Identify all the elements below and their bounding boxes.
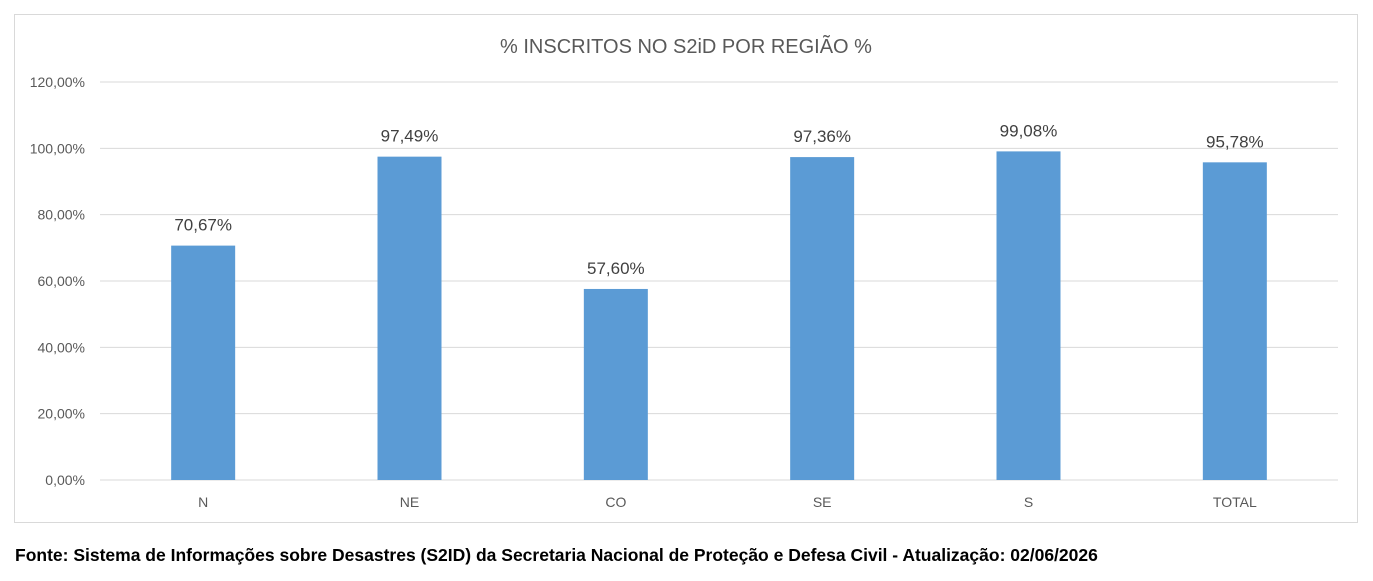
bar-total: [1202, 162, 1267, 481]
bar-co: [583, 288, 648, 480]
x-tick-label: S: [1024, 494, 1033, 510]
y-tick-label: 20,00%: [38, 406, 85, 422]
y-tick-label: 60,00%: [38, 273, 85, 289]
y-tick-label: 80,00%: [38, 207, 85, 223]
data-label-total: 95,78%: [1206, 132, 1264, 151]
source-note: Fonte: Sistema de Informações sobre Desa…: [15, 545, 1098, 565]
bars: [171, 151, 1267, 481]
gridlines: [100, 81, 1338, 481]
y-tick-label: 0,00%: [45, 472, 85, 488]
y-tick-label: 120,00%: [30, 74, 85, 90]
bar-n: [171, 245, 236, 480]
data-label-n: 70,67%: [174, 216, 232, 235]
y-tick-label: 100,00%: [30, 140, 85, 156]
x-axis-ticks: N NE CO SE S TOTAL: [198, 494, 1257, 510]
data-label-s: 99,08%: [1000, 121, 1058, 140]
x-tick-label: TOTAL: [1213, 494, 1257, 510]
data-labels: 70,67% 97,49% 57,60% 97,36% 99,08% 95,78%: [174, 121, 1263, 278]
bar-s: [996, 151, 1061, 480]
bar-ne: [377, 156, 442, 480]
data-label-co: 57,60%: [587, 259, 645, 278]
data-label-se: 97,36%: [793, 127, 851, 146]
x-tick-label: N: [198, 494, 208, 510]
chart-title: % INSCRITOS NO S2iD POR REGIÃO %: [500, 34, 872, 58]
y-tick-label: 40,00%: [38, 339, 85, 355]
chart-frame: [14, 14, 1358, 523]
x-tick-label: CO: [605, 494, 626, 510]
y-axis-ticks: 0,00% 20,00% 40,00% 60,00% 80,00% 100,00% 120,…: [30, 74, 85, 488]
bar-se: [790, 157, 855, 480]
data-label-ne: 97,49%: [381, 127, 439, 146]
x-tick-label: SE: [813, 494, 832, 510]
x-tick-label: NE: [400, 494, 419, 510]
